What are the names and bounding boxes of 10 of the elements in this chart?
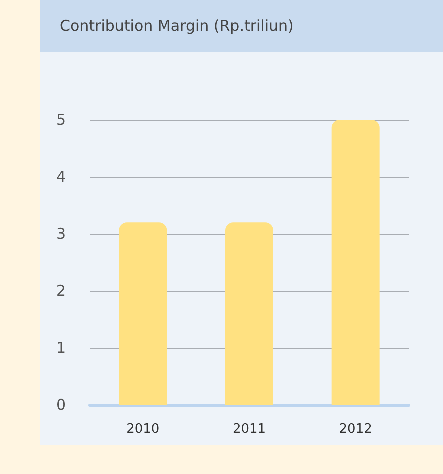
y-tick-label: 5 [56,111,66,129]
x-tick-label: 2012 [339,422,372,437]
y-tick-label: 3 [56,225,66,243]
chart-title: Contribution Margin (Rp.triliun) [40,0,443,52]
y-tick-label: 2 [56,282,66,300]
x-tick-label: 2010 [126,422,160,437]
y-tick-label: 4 [56,168,66,186]
x-tick-label: 2011 [232,422,266,437]
y-tick-label: 1 [56,339,66,357]
y-tick-label: 0 [56,396,66,414]
